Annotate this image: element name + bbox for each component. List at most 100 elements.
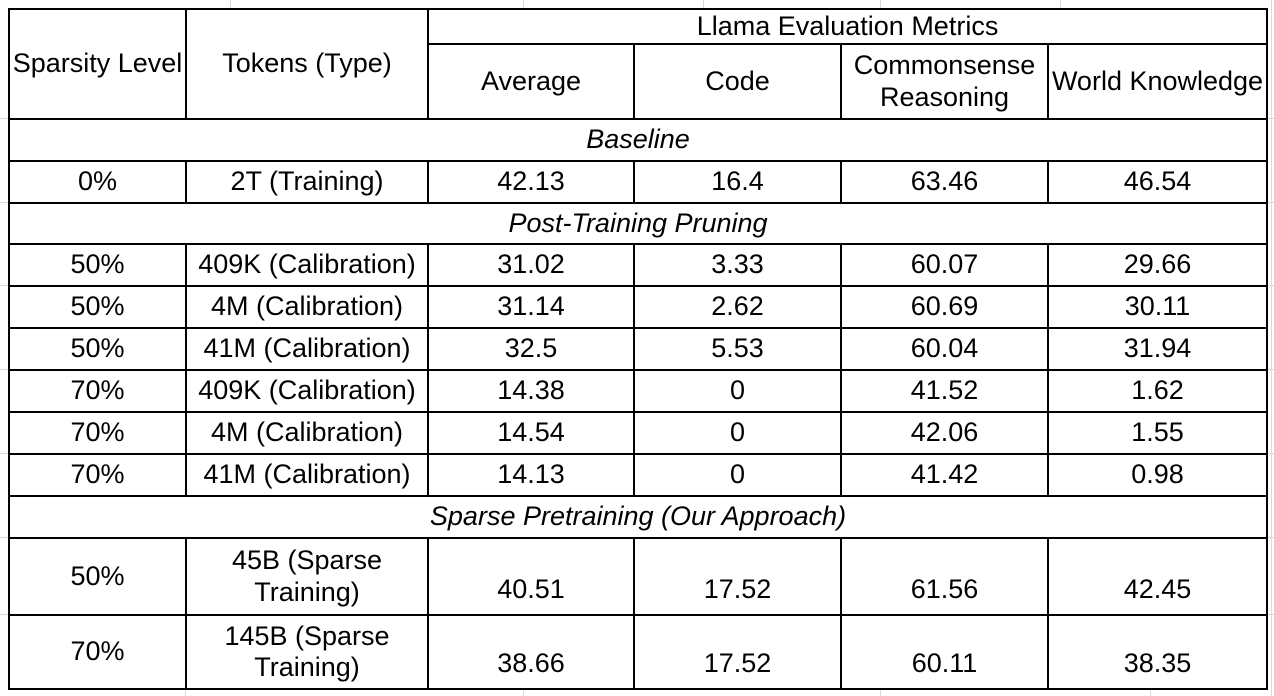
sheet-gridline (1060, 0, 1061, 8)
section-label: Sparse Pretraining (Our Approach) (7, 495, 1269, 539)
sheet-gridline (523, 688, 524, 696)
world-knowledge-value-cell: 1.55 (1046, 411, 1269, 455)
table-row: 50% 41M (Calibration) 32.5 5.53 60.04 31… (8, 327, 1269, 371)
commonsense-value-cell: 41.52 (840, 369, 1049, 413)
world-knowledge-value-cell: 30.11 (1046, 285, 1269, 329)
sheet-gridline (523, 0, 524, 8)
tokens-cell: 41M (Calibration) (185, 327, 429, 371)
metric-header-code: Code (633, 43, 842, 120)
sheet-gridline (1266, 369, 1274, 370)
sparsity-cell: 70% (8, 453, 187, 497)
commonsense-value-cell: 60.69 (840, 285, 1049, 329)
table-row: 50% 4M (Calibration) 31.14 2.62 60.69 30… (8, 285, 1269, 329)
commonsense-value-cell: 41.42 (840, 453, 1049, 497)
sheet-gridline (0, 202, 8, 203)
table-row: 70% 41M (Calibration) 14.13 0 41.42 0.98 (8, 453, 1269, 497)
tokens-cell: 4M (Calibration) (185, 285, 429, 329)
tokens-cell: 45B (Sparse Training) (185, 537, 429, 616)
sheet-gridline (703, 0, 704, 8)
sheet-gridline (1266, 118, 1274, 119)
code-value-cell: 17.52 (633, 537, 842, 616)
world-knowledge-value-cell: 1.62 (1046, 369, 1269, 413)
section-label: Baseline (7, 118, 1269, 162)
sparsity-cell: 70% (8, 411, 187, 455)
average-value-cell: 14.38 (427, 369, 635, 413)
sheet-gridline (0, 537, 8, 538)
sparsity-cell: 0% (8, 160, 187, 204)
sheet-gridline (0, 118, 8, 119)
average-value-cell: 38.66 (427, 614, 635, 690)
sparsity-cell: 50% (8, 243, 187, 287)
code-value-cell: 17.52 (633, 614, 842, 690)
world-knowledge-value-cell: 31.94 (1046, 327, 1269, 371)
table-row: 70% 409K (Calibration) 14.38 0 41.52 1.6… (8, 369, 1269, 413)
header-row-metrics: Average Code Commonsense Reasoning World… (9, 43, 1269, 120)
world-knowledge-value-cell: 42.45 (1046, 537, 1269, 616)
sheet-gridline (1271, 0, 1272, 696)
tokens-type-header: Tokens (Type) (185, 8, 429, 120)
section-label: Post-Training Pruning (7, 202, 1269, 245)
sheet-gridline (1150, 688, 1151, 696)
commonsense-value-cell: 61.56 (840, 537, 1049, 616)
commonsense-value-cell: 42.06 (840, 411, 1049, 455)
tokens-cell: 145B (Sparse Training) (185, 614, 429, 690)
metrics-group-header: Llama Evaluation Metrics (426, 8, 1269, 45)
sparsity-level-header: Sparsity Level (8, 8, 187, 120)
average-value-cell: 14.54 (427, 411, 635, 455)
code-value-cell: 0 (633, 411, 842, 455)
sheet-gridline (880, 688, 881, 696)
commonsense-value-cell: 60.07 (840, 243, 1049, 287)
table-row: 0% 2T (Training) 42.13 16.4 63.46 46.54 (8, 160, 1269, 204)
section-row-baseline: Baseline (7, 118, 1269, 162)
code-value-cell: 0 (633, 453, 842, 497)
tokens-cell: 409K (Calibration) (185, 369, 429, 413)
sparsity-cell: 70% (8, 369, 187, 413)
sheet-gridline (0, 369, 8, 370)
commonsense-value-cell: 60.11 (840, 614, 1049, 690)
average-value-cell: 32.5 (427, 327, 635, 371)
sheet-gridline (0, 614, 8, 615)
commonsense-value-cell: 63.46 (840, 160, 1049, 204)
metric-header-world-knowledge: World Knowledge (1046, 43, 1269, 120)
code-value-cell: 16.4 (633, 160, 842, 204)
average-value-cell: 14.13 (427, 453, 635, 497)
sheet-gridline (1266, 453, 1274, 454)
sheet-gridline (880, 0, 881, 8)
code-value-cell: 5.53 (633, 327, 842, 371)
commonsense-value-cell: 60.04 (840, 327, 1049, 371)
sheet-gridline (0, 453, 8, 454)
tokens-cell: 41M (Calibration) (185, 453, 429, 497)
sheet-gridline (1266, 614, 1274, 615)
code-value-cell: 0 (633, 369, 842, 413)
sheet-gridline (0, 285, 8, 286)
world-knowledge-value-cell: 0.98 (1046, 453, 1269, 497)
table-row: 70% 145B (Sparse Training) 38.66 17.52 6… (8, 614, 1269, 690)
header-row-group: Sparsity Level Tokens (Type) Llama Evalu… (8, 8, 1269, 120)
table-row: 70% 4M (Calibration) 14.54 0 42.06 1.55 (8, 411, 1269, 455)
world-knowledge-value-cell: 38.35 (1046, 614, 1269, 690)
section-row-post-training-pruning: Post-Training Pruning (7, 202, 1269, 245)
code-value-cell: 3.33 (633, 243, 842, 287)
sparsity-cell: 50% (8, 327, 187, 371)
tokens-cell: 4M (Calibration) (185, 411, 429, 455)
sheet-gridline (1266, 285, 1274, 286)
sparsity-cell: 50% (8, 285, 187, 329)
tokens-cell: 2T (Training) (185, 160, 429, 204)
world-knowledge-value-cell: 29.66 (1046, 243, 1269, 287)
tokens-cell: 409K (Calibration) (185, 243, 429, 287)
code-value-cell: 2.62 (633, 285, 842, 329)
sparsity-cell: 50% (8, 537, 187, 616)
table-row: 50% 409K (Calibration) 31.02 3.33 60.07 … (8, 243, 1269, 287)
sparsity-cell: 70% (8, 614, 187, 690)
metric-header-commonsense-reasoning: Commonsense Reasoning (840, 43, 1049, 120)
sheet-gridline (230, 0, 231, 8)
evaluation-metrics-table: Sparsity Level Tokens (Type) Llama Evalu… (7, 8, 1269, 690)
world-knowledge-value-cell: 46.54 (1046, 160, 1269, 204)
average-value-cell: 31.02 (427, 243, 635, 287)
metric-header-average: Average (427, 43, 635, 120)
sheet-gridline (1266, 537, 1274, 538)
average-value-cell: 40.51 (427, 537, 635, 616)
average-value-cell: 31.14 (427, 285, 635, 329)
table-row: 50% 45B (Sparse Training) 40.51 17.52 61… (8, 537, 1269, 616)
